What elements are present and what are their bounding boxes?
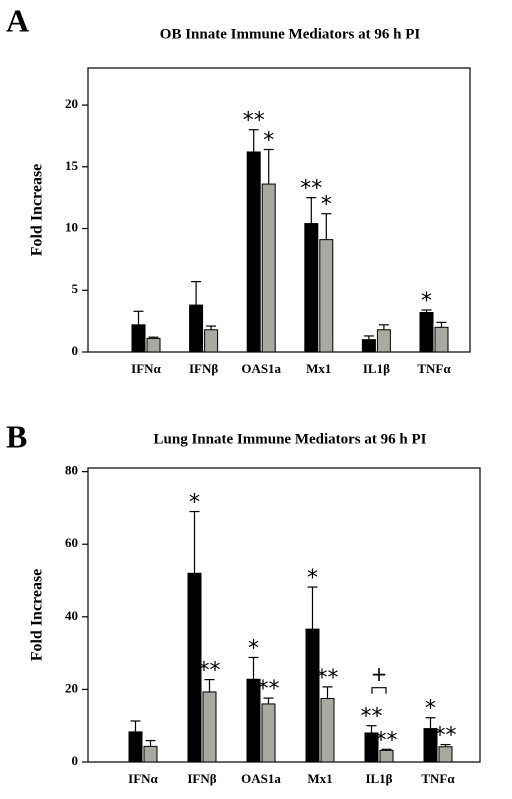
plot-frame [87,467,481,763]
y-tick-label: 0 [72,343,79,358]
bar [419,311,434,353]
y-tick-label: 0 [72,753,79,768]
panel-label: B [6,418,27,454]
bar [304,223,319,353]
significance-mark: * [248,636,259,661]
significance-mark: * [421,289,432,314]
bar [319,239,334,353]
y-tick-label: 10 [65,220,78,235]
bracket-label: + [371,662,388,686]
significance-mark: * [189,491,200,516]
significance-mark: * [307,566,318,591]
x-tick-label: IL1β [365,771,392,786]
y-axis-label: Fold Increase [29,569,46,662]
bar [361,339,376,353]
bar [305,628,320,763]
y-tick-label: 60 [65,535,78,550]
significance-mark: ** [300,177,322,202]
x-tick-label: OAS1a [241,771,281,786]
significance-mark: ** [199,659,221,684]
x-tick-label: TNFα [421,771,455,786]
bracket [371,687,387,694]
x-tick-label: Mx1 [307,771,332,786]
bar [261,183,276,353]
significance-mark: * [321,193,332,218]
bar [261,703,276,763]
x-tick-label: IFNα [131,361,161,376]
significance-mark: ** [376,728,398,753]
bar [320,697,335,763]
bar [189,304,204,353]
x-tick-label: IFNβ [187,771,216,786]
significance-mark: ** [361,705,383,730]
significance-mark: ** [258,677,280,702]
chart-title: OB Innate Immune Mediators at 96 h PI [160,26,421,42]
bar [202,691,217,763]
x-tick-label: OAS1a [241,361,281,376]
bar [131,324,146,353]
bar [146,337,161,353]
panel-label: A [6,2,29,38]
y-tick-label: 20 [65,96,78,111]
y-tick-label: 15 [65,158,79,173]
bar [376,329,391,353]
y-tick-label: 20 [65,680,78,695]
bar [204,329,219,353]
y-axis-label: Fold Increase [29,164,46,257]
significance-mark: ** [435,724,457,749]
significance-mark: * [425,697,436,722]
y-tick-label: 5 [72,281,79,296]
y-tick-label: 40 [65,608,78,623]
significance-mark: ** [243,109,265,134]
x-tick-label: Mx1 [306,361,331,376]
plot-frame [87,67,471,353]
x-tick-label: IL1β [363,361,390,376]
x-tick-label: TNFα [417,361,451,376]
bar [438,746,453,763]
significance-mark: ** [317,666,339,691]
bar [246,151,261,353]
x-tick-label: IFNβ [189,361,218,376]
y-tick-label: 80 [65,463,78,478]
chart-title: Lung Innate Immune Mediators at 96 h PI [154,431,427,447]
bar [434,326,449,353]
significance-mark: * [263,128,274,153]
bar [143,745,158,763]
bar [128,731,143,763]
x-tick-label: IFNα [128,771,158,786]
